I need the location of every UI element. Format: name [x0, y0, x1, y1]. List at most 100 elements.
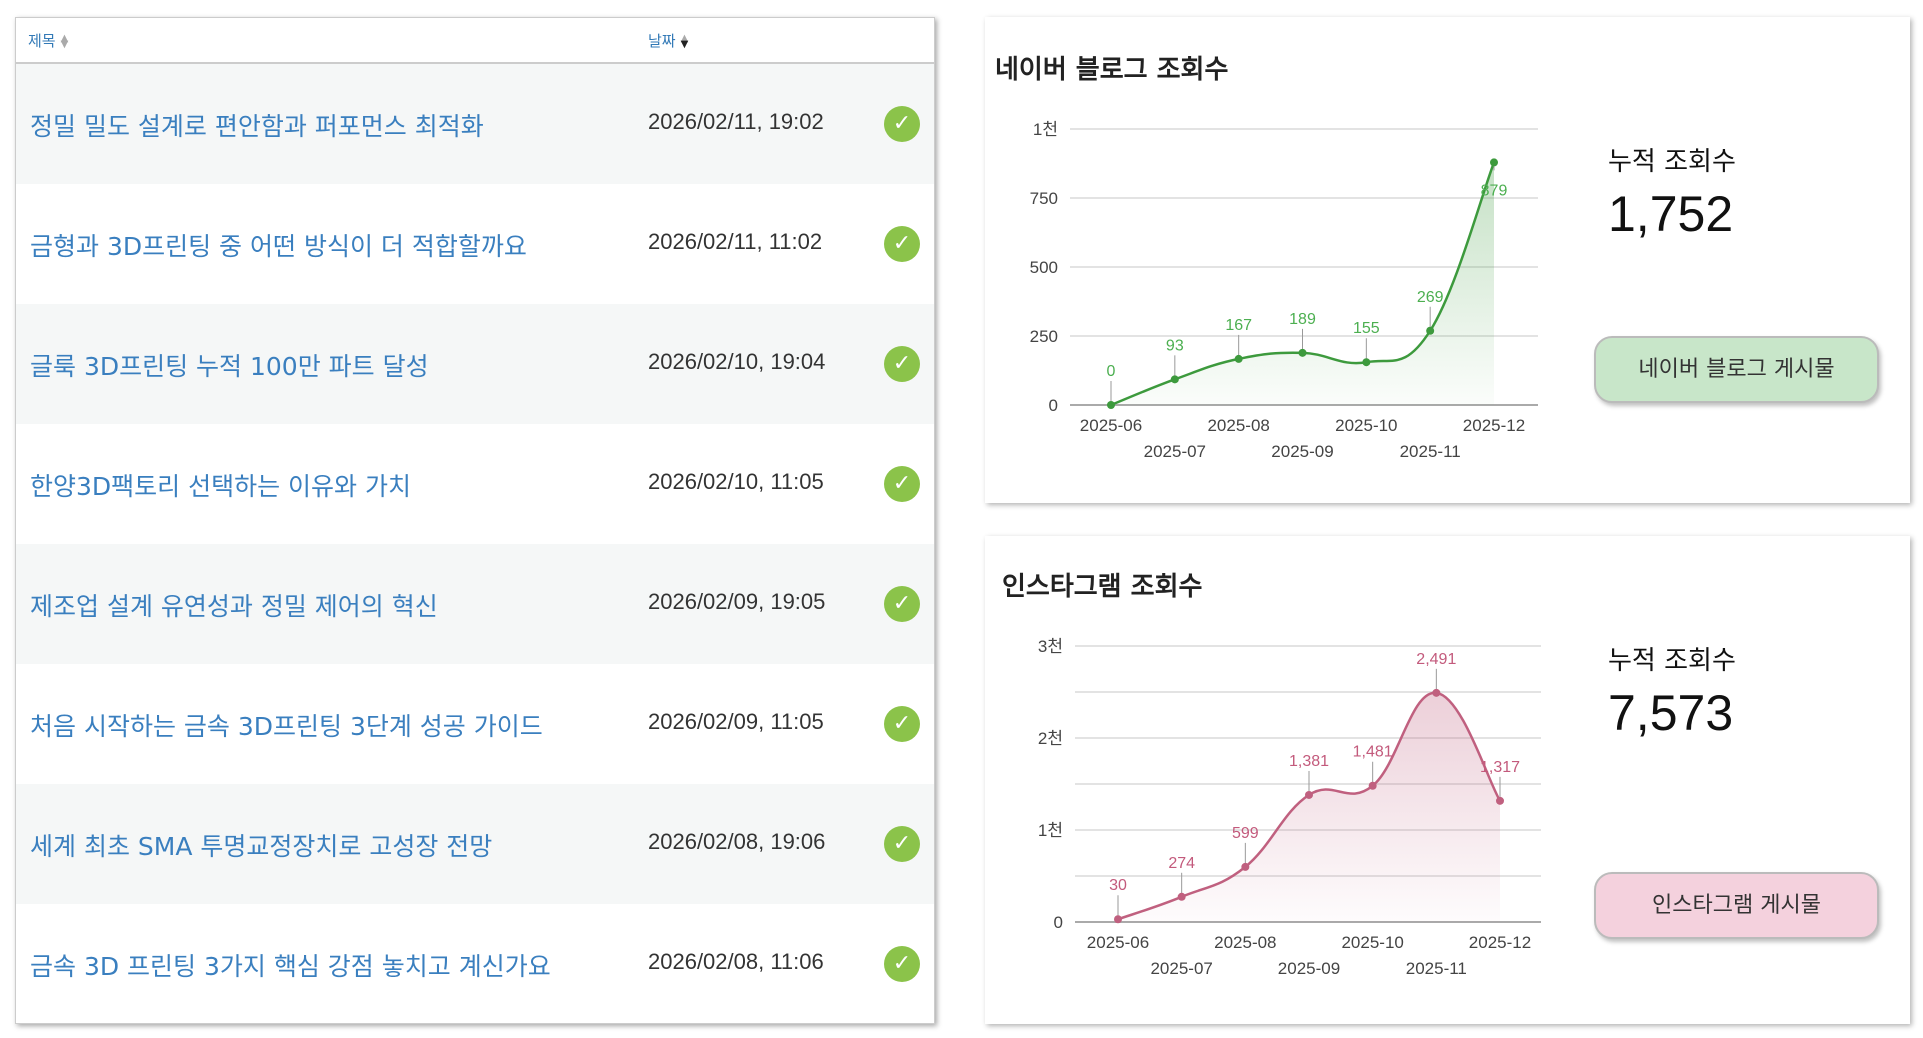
table-header: 제목 ▲ ▼ 날짜 ▲ ▼: [16, 18, 934, 64]
chart-title: 인스타그램 조회수: [1002, 572, 1203, 602]
post-title-link[interactable]: 금형과 3D프린팅 중 어떤 방식이 더 적합할까요: [30, 232, 527, 261]
data-point: [1170, 375, 1179, 384]
table-row: 처음 시작하는 금속 3D프린팅 3단계 성공 가이드 2026/02/09, …: [16, 664, 934, 784]
check-circle-icon: ✓: [884, 946, 920, 982]
naver-views-chart: 0 250 500 750 1천 2025-062025-072025-082025-09…: [1030, 120, 1538, 461]
cumulative-views-value: 1,752: [1608, 186, 1734, 242]
data-point: [1234, 354, 1243, 363]
data-label: 0: [1107, 363, 1116, 380]
area-fill: [1118, 692, 1500, 922]
x-tick-label: 2025-12: [1469, 933, 1531, 952]
data-label: 189: [1289, 311, 1316, 328]
data-point: [1298, 348, 1307, 357]
data-label: 1,481: [1353, 744, 1393, 761]
table-row: 금속 3D 프린팅 3가지 핵심 강점 놓치고 계신가요 2026/02/08,…: [16, 904, 934, 1024]
data-point: [1368, 781, 1377, 790]
column-header-date-label: 날짜: [648, 32, 676, 50]
table-row: 글룩 3D프린팅 누적 100만 파트 달성 2026/02/10, 19:04…: [16, 304, 934, 424]
x-tick-label: 2025-08: [1214, 933, 1276, 952]
data-label: 93: [1166, 337, 1184, 354]
data-point: [1362, 358, 1371, 367]
y-tick-label: 750: [1030, 189, 1058, 208]
check-circle-icon: ✓: [884, 226, 920, 262]
post-date: 2026/02/11, 11:02: [648, 229, 823, 254]
column-header-title-label: 제목: [28, 32, 56, 50]
data-point: [1107, 401, 1115, 409]
x-tick-label: 2025-06: [1080, 416, 1142, 435]
post-title-link[interactable]: 금속 3D 프린팅 3가지 핵심 강점 놓치고 계신가요: [30, 952, 551, 981]
instagram-posts-button[interactable]: 인스타그램 게시물: [1594, 872, 1879, 939]
data-point: [1241, 862, 1250, 871]
table-row: 한양3D팩토리 선택하는 이유와 가치 2026/02/10, 11:05 ✓: [16, 424, 934, 544]
post-title-link[interactable]: 정밀 밀도 설계로 편안함과 퍼포먼스 최적화: [30, 112, 484, 141]
data-label: 167: [1225, 317, 1252, 334]
table-row: 제조업 설계 유연성과 정밀 제어의 혁신 2026/02/09, 19:05 …: [16, 544, 934, 664]
data-point: [1177, 892, 1186, 901]
x-tick-label: 2025-11: [1406, 959, 1467, 978]
table-body: 정밀 밀도 설계로 편안함과 퍼포먼스 최적화 2026/02/11, 19:0…: [16, 64, 934, 1024]
y-tick-label: 1천: [1033, 120, 1058, 139]
check-circle-icon: ✓: [884, 106, 920, 142]
instagram-views-card: 인스타그램 조회수 0 1천 2천 3천 2025-06 2025-07 2025-08 20…: [985, 536, 1910, 1024]
post-date: 2026/02/08, 11:06: [648, 949, 824, 974]
sort-icon[interactable]: ▲ ▼: [60, 32, 69, 50]
data-label: 269: [1417, 289, 1444, 306]
data-label: 599: [1232, 825, 1259, 842]
cumulative-views-value: 7,573: [1608, 685, 1734, 741]
sort-desc-icon[interactable]: ▲ ▼: [680, 32, 689, 50]
table-row: 세계 최초 SMA 투명교정장치로 고성장 전망 2026/02/08, 19:…: [16, 784, 934, 904]
data-point: [1426, 326, 1435, 335]
y-tick-label: 1천: [1038, 821, 1063, 840]
posts-table: 제목 ▲ ▼ 날짜 ▲ ▼ 정밀 밀도 설계로 편안함과 퍼포먼스 최적화 2026/0…: [15, 17, 935, 1024]
data-point: [1305, 790, 1313, 799]
check-circle-icon: ✓: [884, 826, 920, 862]
post-date: 2026/02/11, 19:02: [648, 109, 824, 134]
post-date: 2026/02/10, 19:04: [648, 349, 826, 374]
x-tick-label: 2025-10: [1341, 933, 1403, 952]
data-label: 155: [1353, 320, 1380, 337]
column-header-date[interactable]: 날짜 ▲ ▼: [648, 30, 688, 51]
post-title-link[interactable]: 제조업 설계 유연성과 정밀 제어의 혁신: [30, 592, 438, 621]
data-label: 879: [1481, 182, 1508, 199]
y-tick-label: 250: [1030, 327, 1058, 346]
data-point: [1490, 158, 1498, 167]
post-date: 2026/02/10, 11:05: [648, 469, 824, 494]
data-point: [1432, 688, 1441, 697]
check-circle-icon: ✓: [884, 346, 920, 382]
post-date: 2026/02/09, 11:05: [648, 709, 824, 734]
y-tick-label: 0: [1054, 913, 1063, 932]
x-tick-label: 2025-11: [1400, 442, 1461, 461]
cumulative-views-label: 누적 조회수: [1608, 147, 1736, 177]
x-tick-label: 2025-10: [1335, 416, 1397, 435]
data-label: 2,491: [1416, 651, 1456, 668]
x-tick-label: 2025-06: [1087, 933, 1149, 952]
post-title-link[interactable]: 처음 시작하는 금속 3D프린팅 3단계 성공 가이드: [30, 712, 543, 741]
check-circle-icon: ✓: [884, 466, 920, 502]
y-tick-label: 3천: [1038, 637, 1063, 656]
y-tick-label: 2천: [1038, 729, 1063, 748]
cumulative-views-label: 누적 조회수: [1608, 646, 1736, 676]
table-row: 정밀 밀도 설계로 편안함과 퍼포먼스 최적화 2026/02/11, 19:0…: [16, 64, 934, 184]
y-tick-label: 500: [1030, 258, 1058, 277]
column-header-title[interactable]: 제목 ▲ ▼: [28, 30, 68, 51]
data-label: 1,381: [1289, 753, 1329, 770]
post-title-link[interactable]: 글룩 3D프린팅 누적 100만 파트 달성: [30, 352, 429, 381]
data-label: 30: [1109, 877, 1127, 894]
x-tick-label: 2025-07: [1144, 442, 1206, 461]
data-label: 1,317: [1480, 759, 1520, 776]
chart-title: 네이버 블로그 조회수: [995, 55, 1229, 85]
x-tick-label: 2025-08: [1207, 416, 1269, 435]
data-label: 274: [1168, 855, 1195, 872]
check-circle-icon: ✓: [884, 706, 920, 742]
x-tick-label: 2025-12: [1463, 416, 1525, 435]
post-title-link[interactable]: 한양3D팩토리 선택하는 이유와 가치: [30, 472, 411, 501]
x-tick-label: 2025-09: [1271, 442, 1333, 461]
post-title-link[interactable]: 세계 최초 SMA 투명교정장치로 고성장 전망: [30, 832, 493, 861]
y-tick-label: 0: [1049, 396, 1058, 415]
x-tick-label: 2025-07: [1150, 959, 1212, 978]
instagram-views-chart: 01천2천3천2025-062025-072025-082025-092025-…: [1038, 637, 1541, 978]
post-date: 2026/02/08, 19:06: [648, 829, 826, 854]
naver-blog-posts-button[interactable]: 네이버 블로그 게시물: [1594, 336, 1879, 403]
table-row: 금형과 3D프린팅 중 어떤 방식이 더 적합할까요 2026/02/11, 1…: [16, 184, 934, 304]
post-date: 2026/02/09, 19:05: [648, 589, 826, 614]
